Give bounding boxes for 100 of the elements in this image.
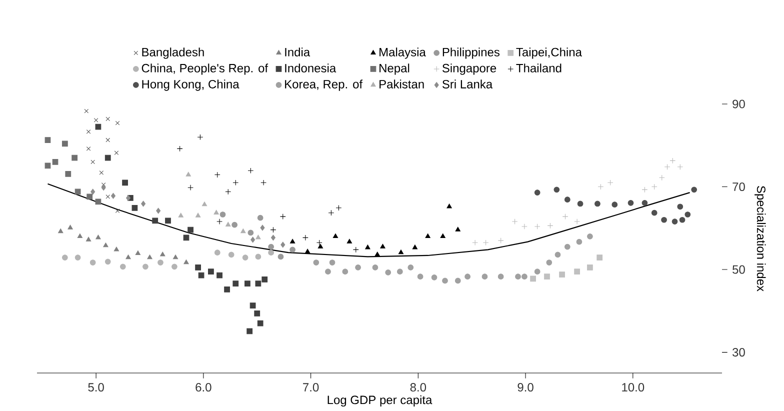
point: [464, 274, 470, 280]
point: [559, 272, 565, 278]
point: [86, 236, 92, 242]
point: [195, 212, 201, 218]
point: [94, 118, 98, 122]
point: [530, 276, 536, 282]
point: [90, 160, 95, 164]
point: [96, 234, 101, 240]
point: [248, 230, 254, 236]
point: [172, 254, 178, 260]
point: [103, 242, 108, 248]
point: [152, 218, 158, 224]
point: [562, 214, 568, 220]
y-tick-label: 70: [732, 182, 745, 192]
point: [65, 171, 72, 177]
point: [246, 328, 253, 334]
legend-label: Taipei,China: [516, 48, 582, 59]
point: [554, 252, 561, 258]
x-tick-label: 6.0: [196, 383, 212, 392]
point: [197, 134, 204, 140]
point: [156, 208, 161, 214]
point: [546, 260, 552, 266]
point: [594, 200, 600, 207]
point: [68, 224, 73, 230]
point: [380, 244, 386, 248]
x-tick-label: 9.0: [518, 383, 534, 392]
point: [385, 270, 392, 276]
legend-label: Philippines: [442, 48, 500, 59]
point: [62, 254, 68, 260]
point: [512, 218, 518, 224]
point: [110, 192, 116, 199]
point: [184, 260, 189, 264]
point: [316, 240, 322, 246]
point: [120, 264, 126, 270]
point: [114, 246, 120, 252]
point: [270, 226, 276, 233]
point: [304, 248, 310, 254]
point: [232, 222, 238, 228]
point: [84, 108, 89, 114]
legend-label: Pakistan: [380, 80, 424, 88]
point: [534, 224, 540, 230]
point: [224, 286, 230, 292]
point: [544, 274, 550, 280]
point: [290, 246, 296, 253]
point: [225, 188, 232, 195]
point: [598, 184, 604, 190]
point: [255, 254, 262, 260]
point: [346, 238, 352, 244]
point: [442, 278, 448, 284]
legend-label: Korea, Rep. of: [285, 80, 363, 91]
point: [208, 268, 214, 275]
point: [214, 172, 220, 178]
point: [106, 138, 110, 142]
point: [325, 268, 331, 275]
point: [214, 250, 220, 256]
line-series: [47, 183, 690, 258]
point: [242, 254, 248, 260]
point: [216, 218, 222, 224]
point: [132, 204, 138, 211]
point: [126, 195, 131, 201]
legend-label: Sri Lanka: [442, 80, 493, 88]
point: [74, 188, 81, 195]
point: [313, 260, 320, 266]
point: [195, 264, 201, 270]
point: [106, 116, 110, 122]
point: [77, 234, 83, 238]
point: [691, 186, 698, 193]
point: [122, 180, 128, 186]
point: [534, 190, 540, 196]
point: [226, 222, 231, 226]
point: [165, 218, 171, 224]
point: [268, 250, 274, 256]
point: [183, 234, 190, 241]
point: [176, 146, 183, 152]
point: [679, 216, 686, 223]
point: [228, 252, 234, 258]
point: [172, 264, 178, 270]
y-tick-label: 90: [732, 100, 745, 108]
x-axis-title: Log GDP per capita: [328, 395, 432, 407]
point: [355, 264, 361, 270]
point: [515, 274, 521, 280]
point: [256, 234, 261, 240]
point: [158, 260, 164, 266]
point: [90, 260, 96, 266]
point: [232, 280, 239, 287]
point: [178, 212, 184, 218]
point: [642, 186, 648, 193]
point: [482, 274, 488, 280]
point: [257, 320, 264, 326]
point: [188, 226, 194, 233]
y-tick-label: 30: [732, 348, 745, 357]
point: [142, 264, 148, 270]
point: [596, 254, 603, 260]
point: [160, 252, 166, 256]
point: [440, 234, 446, 238]
point: [135, 250, 141, 255]
point: [522, 224, 528, 230]
point: [417, 274, 424, 280]
point: [260, 180, 266, 186]
point: [352, 246, 359, 253]
